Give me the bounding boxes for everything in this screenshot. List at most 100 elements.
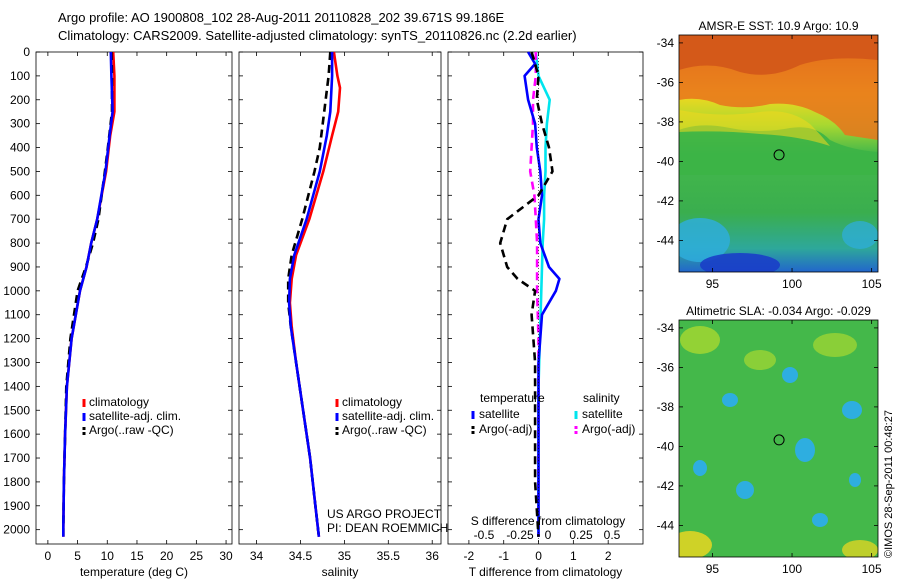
temperature-frame <box>35 51 233 545</box>
sst-map <box>678 34 879 273</box>
y-tick-label: 1900 <box>3 499 30 513</box>
sla_map-y-tick-label: -34 <box>657 321 675 335</box>
difference-legend-label: satellite <box>479 407 520 421</box>
temperature-x-tick-label: 30 <box>219 549 233 563</box>
y-tick-label: 1700 <box>3 451 30 465</box>
y-tick-label: 200 <box>10 93 30 107</box>
y-tick-label: 600 <box>10 188 30 202</box>
difference-legend-label: Argo(-adj) <box>479 422 532 436</box>
y-tick-label: 800 <box>10 236 30 250</box>
y-tick-label: 1800 <box>3 475 30 489</box>
difference-legend-label: Argo(-adj) <box>582 422 635 436</box>
salinity-legend-label: Argo(..raw -QC) <box>342 423 427 437</box>
temperature-x-tick-label: 10 <box>101 549 115 563</box>
difference-x-tick-label: 0 <box>535 549 542 563</box>
y-tick-label: 1200 <box>3 332 30 346</box>
y-tick-label: 1100 <box>4 308 30 322</box>
sla_map-title: Altimetric SLA: -0.034 Argo: -0.029 <box>686 304 871 318</box>
sla-map <box>678 319 879 558</box>
difference-top-x-tick-label: 0.5 <box>604 528 621 542</box>
y-tick-label: 0 <box>23 45 30 59</box>
salinity-x-axis-label: salinity <box>322 565 359 579</box>
y-tick-label: 300 <box>10 117 30 131</box>
temperature-x-axis-label: temperature (deg C) <box>80 565 188 579</box>
difference-top-x-tick-label: -0.25 <box>506 528 534 542</box>
sla_map-argo-marker <box>773 434 785 446</box>
y-tick-label: 1300 <box>3 355 30 369</box>
salinity-legend-label: satellite-adj. clim. <box>342 409 434 423</box>
sla_map-axes: Altimetric SLA: -0.034 Argo: -0.029 -34 -3… <box>657 304 882 576</box>
salinity-x-tick-label: 36 <box>426 549 440 563</box>
y-tick-label: 1600 <box>3 427 30 441</box>
sst_map-x-tick-label: 100 <box>782 277 802 291</box>
sla-map-field <box>679 320 878 557</box>
y-tick-label: 700 <box>10 212 30 226</box>
sst_map-axes: AMSR-E SST: 10.9 Argo: 10.9 -34 -36 -38 -40 -… <box>657 19 882 291</box>
salinity-series-satellite <box>287 52 334 537</box>
temperature-legend-label: Argo(..raw -QC) <box>89 423 174 437</box>
temperature-panel: 0100200300400500600700800900100011001200… <box>3 45 233 579</box>
sla_map-y-tick-label: -44 <box>657 518 675 532</box>
difference-top-x-tick-label: 0 <box>545 528 552 542</box>
difference-top-x-axis-label: S difference from climatology <box>471 514 626 528</box>
difference-x-tick-label: 2 <box>605 549 612 563</box>
y-tick-label: 100 <box>10 69 30 83</box>
sst_map-y-tick-label: -36 <box>657 75 675 89</box>
chart-title-line2: Climatology: CARS2009. Satellite-adjuste… <box>58 28 577 43</box>
salinity-legend-label: climatology <box>342 395 402 409</box>
y-tick-label: 1000 <box>3 284 30 298</box>
difference-x-tick-label: 1 <box>570 549 577 563</box>
temperature-x-tick-label: 25 <box>190 549 204 563</box>
sst_map-y-tick-label: -40 <box>657 154 675 168</box>
legend-header-salinity: salinity <box>583 391 620 405</box>
legend-header-temperature: temperature <box>480 391 545 405</box>
y-tick-label: 400 <box>10 141 30 155</box>
temperature-legend-label: satellite-adj. clim. <box>89 409 181 423</box>
chart-title-line1: Argo profile: AO 1900808_102 28-Aug-2011… <box>58 10 505 25</box>
y-tick-label: 2000 <box>3 523 30 537</box>
difference-x-tick-label: -2 <box>464 549 475 563</box>
credit-label: ©IMOS 28-Sep-2011 00:48:27 <box>883 410 895 558</box>
salinity-x-tick-label: 34 <box>250 549 264 563</box>
annotation-project: US ARGO PROJECT <box>327 507 442 521</box>
sst_map-y-tick-label: -42 <box>657 194 675 208</box>
difference-top-x-tick-label: 0.25 <box>569 528 593 542</box>
sla_map-x-tick-label: 100 <box>782 562 802 576</box>
sst_map-y-tick-label: -44 <box>657 233 675 247</box>
difference-x-tick-label: -1 <box>498 549 509 563</box>
salinity-panel: 34 34.5 35 35.5 36 salinity climatologysatelli… <box>238 51 448 579</box>
sst_map-y-tick-label: -34 <box>657 36 675 50</box>
difference-panel: -2 -1 0 1 2 T difference from climatology temp… <box>447 51 644 579</box>
sla_map-y-tick-label: -38 <box>657 400 675 414</box>
sst_map-x-tick-label: 95 <box>706 277 720 291</box>
sla_map-x-tick-label: 105 <box>862 562 882 576</box>
temperature-series-satellite <box>61 51 114 537</box>
temperature-legend-label: climatology <box>89 395 149 409</box>
sla_map-x-tick-label: 95 <box>706 562 720 576</box>
annotation-pi: PI: DEAN ROEMMICH <box>327 521 448 535</box>
y-tick-label: 1400 <box>3 379 30 393</box>
sst_map-title: AMSR-E SST: 10.9 Argo: 10.9 <box>698 19 858 33</box>
y-tick-label: 900 <box>10 260 30 274</box>
difference-series-temp-argo <box>498 51 554 537</box>
sst_map-y-tick-label: -38 <box>657 115 675 129</box>
sla_map-y-tick-label: -40 <box>657 439 675 453</box>
sst_map-x-tick-label: 105 <box>862 277 882 291</box>
difference-x-axis-label: T difference from climatology <box>469 565 623 579</box>
salinity-frame <box>238 51 442 545</box>
difference-legend-label: satellite <box>582 407 623 421</box>
difference-top-x-tick-label: -0.5 <box>474 528 495 542</box>
temperature-x-tick-label: 5 <box>74 549 81 563</box>
salinity-x-tick-label: 35 <box>338 549 352 563</box>
temperature-x-tick-label: 20 <box>160 549 174 563</box>
salinity-x-tick-label: 35.5 <box>377 549 401 563</box>
y-tick-label: 1500 <box>3 403 30 417</box>
sla_map-y-tick-label: -42 <box>657 479 675 493</box>
temperature-x-tick-label: 0 <box>45 549 52 563</box>
sla_map-y-tick-label: -36 <box>657 360 675 374</box>
salinity-x-tick-label: 34.5 <box>289 549 313 563</box>
temperature-x-tick-label: 15 <box>130 549 144 563</box>
y-tick-label: 500 <box>10 164 30 178</box>
sst_map-argo-marker <box>773 149 785 161</box>
